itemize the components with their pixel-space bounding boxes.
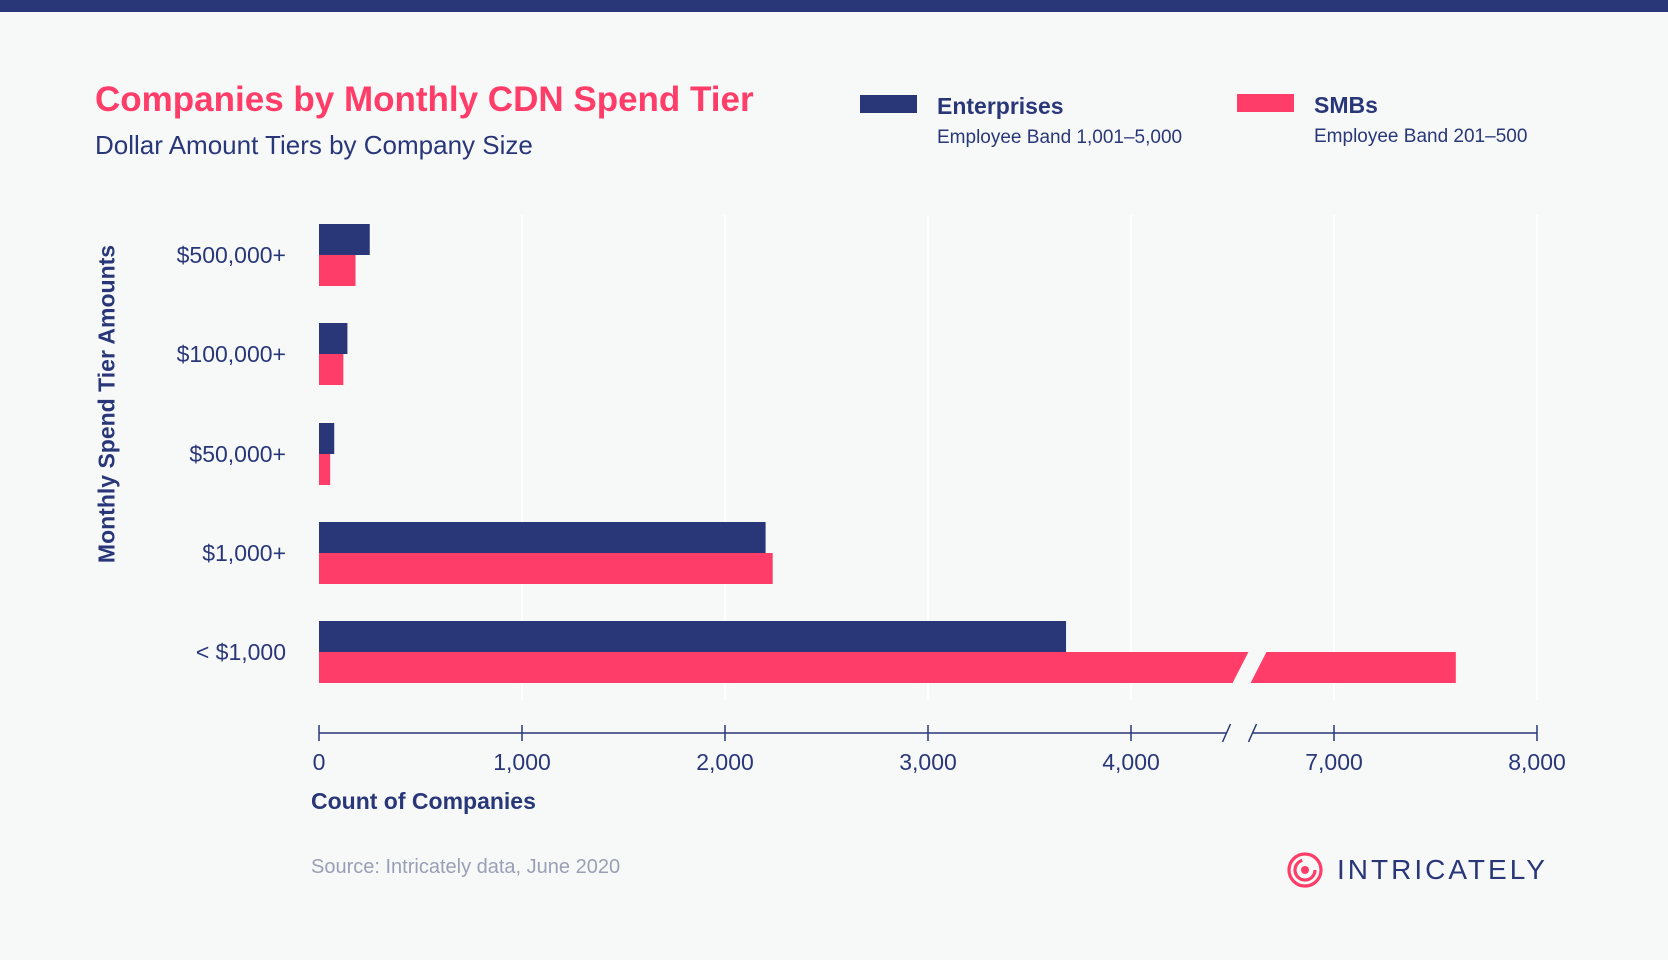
legend-sub-smbs: Employee Band 201–500 [1314,126,1528,147]
x-tick-label: 8,000 [1508,749,1566,775]
bar-smbs-3 [319,553,773,584]
bar-smbs-4 [319,652,1456,683]
legend-label-smbs: SMBs [1314,92,1378,118]
bar-smbs-2 [319,454,331,485]
grid-lines [521,215,1538,700]
category-label: $1,000+ [202,540,286,566]
brand-name: INTRICATELY [1337,854,1548,885]
intricately-logo-icon [1287,852,1323,888]
x-tick-label: 3,000 [899,749,957,775]
bar-enterprises-4 [319,621,1067,652]
x-tick-label: 1,000 [493,749,551,775]
bar-enterprises-3 [319,522,766,553]
category-label: $500,000+ [177,242,286,268]
legend-sub-enterprises: Employee Band 1,001–5,000 [937,127,1183,148]
category-label: $50,000+ [189,441,286,467]
x-tick-label: 7,000 [1305,749,1363,775]
chart-subtitle: Dollar Amount Tiers by Company Size [95,130,533,160]
x-tick-label: 4,000 [1102,749,1160,775]
top-accent-bar [0,0,1668,12]
bar-enterprises-2 [319,423,335,454]
axis-break-mark [1221,723,1232,743]
chart-title: Companies by Monthly CDN Spend Tier [95,80,754,119]
y-axis-title: Monthly Spend Tier Amounts [93,244,120,564]
legend-label-enterprises: Enterprises [937,93,1064,119]
legend-swatch-enterprises [860,95,917,113]
x-axis: 0 1,000 2,000 3,000 4,000 7,000 8,000 [313,723,1566,775]
bar-break-marker [1229,646,1270,689]
axis-break-mark [1247,723,1258,743]
bar-enterprises-0 [319,224,370,255]
bars [319,224,1456,689]
category-label: < $1,000 [196,639,286,665]
legend-swatch-smbs [1237,94,1294,112]
x-tick-label: 0 [313,749,326,775]
x-axis-title: Count of Companies [311,788,536,814]
category-labels: $500,000+ $100,000+ $50,000+ $1,000+ < $1,00… [177,242,286,665]
bar-smbs-1 [319,354,344,385]
bar-enterprises-1 [319,323,348,354]
category-label: $100,000+ [177,341,286,367]
source-note: Source: Intricately data, June 2020 [311,856,621,878]
brand-logo: INTRICATELY [1287,850,1548,890]
x-tick-label: 2,000 [696,749,754,775]
bar-smbs-0 [319,255,356,286]
